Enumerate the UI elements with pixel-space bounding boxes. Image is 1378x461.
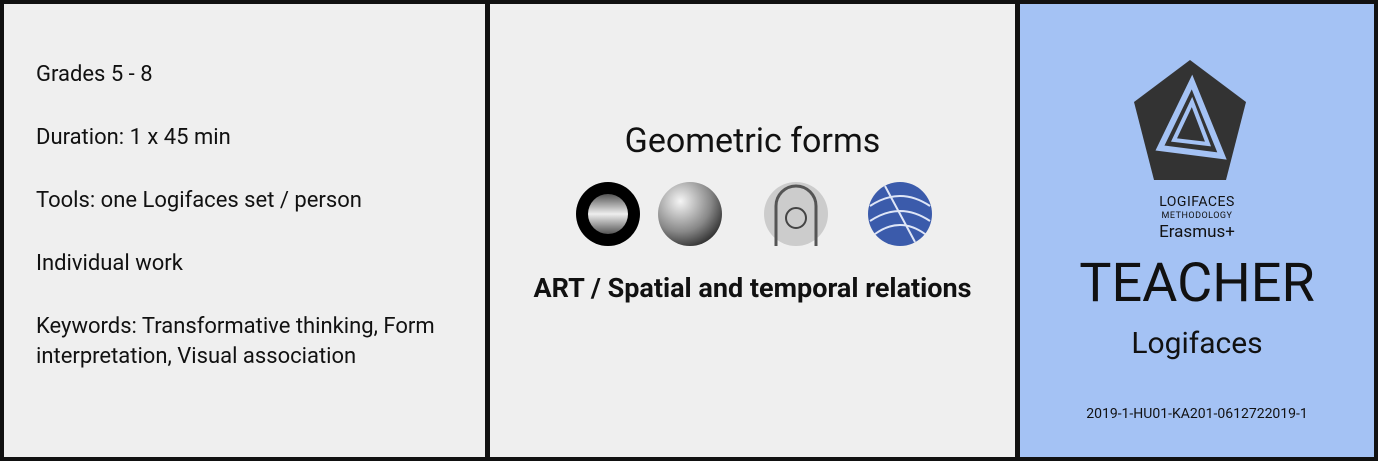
info-item: Individual work bbox=[36, 249, 466, 279]
form-icons bbox=[490, 176, 1020, 252]
info-panel: Grades 5 - 8 Duration: 1 x 45 min Tools:… bbox=[4, 4, 490, 457]
info-item: Tools: one Logifaces set / person bbox=[36, 186, 466, 216]
logo-tagline: METHODOLOGY bbox=[1020, 211, 1374, 221]
topic-title: Geometric forms bbox=[490, 121, 1015, 161]
logo-mark bbox=[1130, 56, 1250, 186]
info-item: Keywords: Transformative thinking, Form … bbox=[36, 312, 466, 372]
ring-icon bbox=[576, 182, 640, 246]
topic-subtitle: ART / Spatial and temporal relations bbox=[490, 266, 1015, 310]
page: {"left": {"items": ["Grades 5 - 8", "Dur… bbox=[0, 0, 1378, 461]
pattern-icon bbox=[868, 182, 932, 246]
product-name: Logifaces bbox=[1020, 326, 1374, 361]
info-list: Grades 5 - 8 Duration: 1 x 45 min Tools:… bbox=[36, 60, 466, 405]
logo-name: LOGIFACES bbox=[1020, 194, 1374, 210]
info-item: Grades 5 - 8 bbox=[36, 60, 466, 90]
project-code: 2019-1-HU01-KA201-0612722019-1 bbox=[1020, 406, 1374, 422]
role-label: TEACHER bbox=[1020, 254, 1374, 314]
brand-panel: LOGIFACES METHODOLOGY Erasmus+ TEACHER L… bbox=[1020, 4, 1374, 457]
info-item: Duration: 1 x 45 min bbox=[36, 123, 466, 153]
sphere-icon bbox=[658, 182, 722, 246]
topic-panel: Geometric forms ART / Spatial and tempor… bbox=[490, 4, 1020, 457]
program-name: Erasmus+ bbox=[1020, 222, 1374, 242]
arch-icon bbox=[764, 182, 828, 246]
header-card: Grades 5 - 8 Duration: 1 x 45 min Tools:… bbox=[0, 0, 1378, 461]
